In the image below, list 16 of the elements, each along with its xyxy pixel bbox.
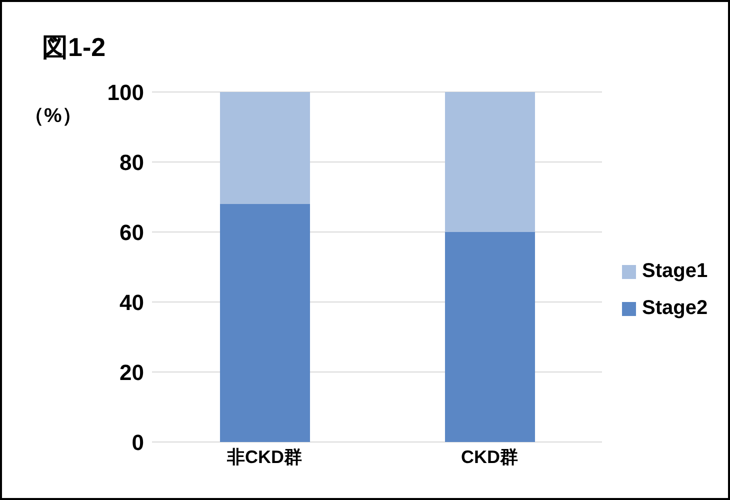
legend-label: Stage2 <box>641 297 708 320</box>
bar <box>445 232 535 442</box>
y-tick-label: 20 <box>120 360 144 385</box>
bar <box>220 204 310 442</box>
bar <box>445 92 535 232</box>
y-axis-title: （%） <box>24 104 82 129</box>
y-tick-label: 0 <box>132 430 144 455</box>
legend-label: Stage1 <box>641 260 708 283</box>
y-tick-label: 100 <box>107 80 144 105</box>
y-tick-label: 40 <box>120 290 144 315</box>
x-tick-label: 非CKD群 <box>226 446 302 467</box>
chart-title: 図1-2 <box>42 31 106 64</box>
y-tick-label: 60 <box>120 220 144 245</box>
x-tick-label: CKD群 <box>461 446 518 467</box>
bar <box>220 92 310 204</box>
y-tick-label: 80 <box>120 150 144 175</box>
